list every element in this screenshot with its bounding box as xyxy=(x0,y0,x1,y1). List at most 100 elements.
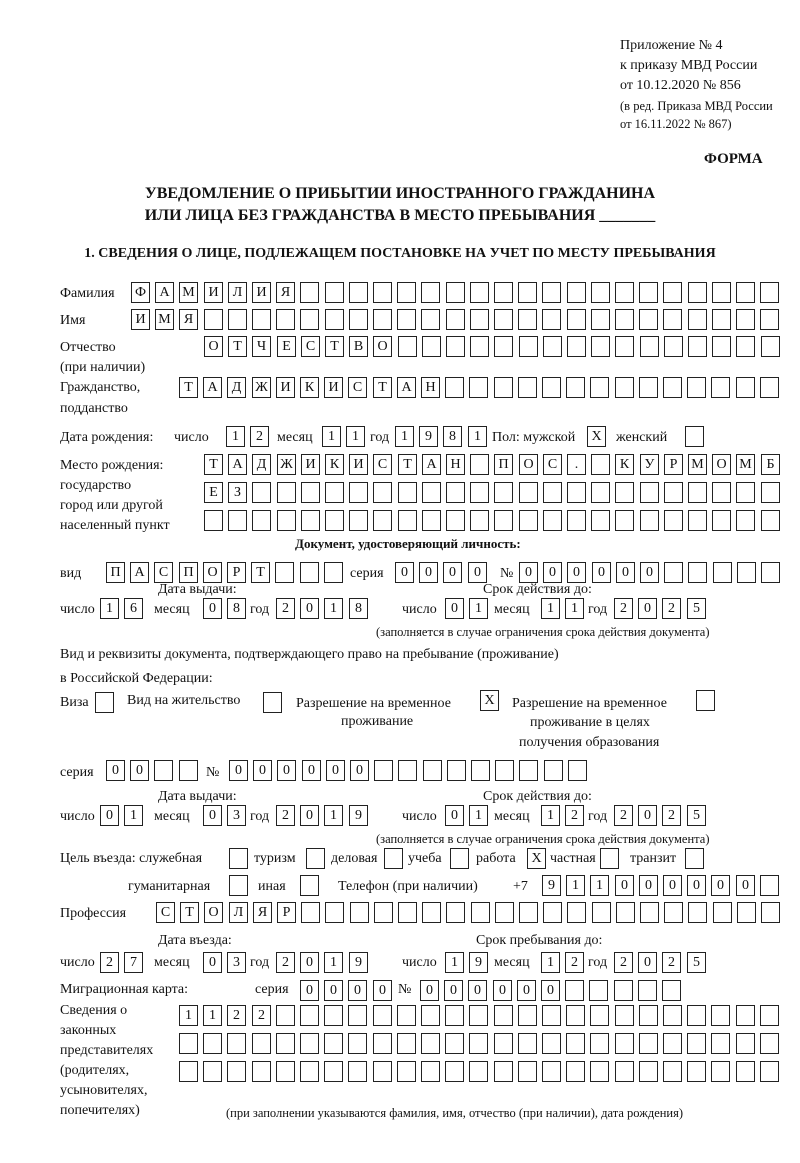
char-box[interactable] xyxy=(663,1061,682,1082)
char-box[interactable] xyxy=(663,377,682,398)
char-box[interactable] xyxy=(616,902,635,923)
char-box[interactable] xyxy=(615,377,634,398)
char-box[interactable]: 0 xyxy=(638,598,657,619)
char-box[interactable] xyxy=(591,454,610,475)
char-box[interactable]: 0 xyxy=(541,980,560,1001)
char-box[interactable]: 9 xyxy=(349,952,368,973)
char-box[interactable] xyxy=(228,510,247,531)
char-box[interactable] xyxy=(445,1033,464,1054)
char-box[interactable]: А xyxy=(228,454,247,475)
char-box[interactable] xyxy=(421,1005,440,1026)
char-box[interactable] xyxy=(736,377,755,398)
char-box[interactable]: 2 xyxy=(227,1005,246,1026)
char-box[interactable]: О xyxy=(519,454,538,475)
char-box[interactable] xyxy=(252,482,271,503)
char-box[interactable] xyxy=(373,510,392,531)
char-box[interactable]: А xyxy=(130,562,149,583)
char-box[interactable] xyxy=(663,1005,682,1026)
char-box[interactable] xyxy=(664,336,683,357)
char-box[interactable] xyxy=(423,760,442,781)
char-box[interactable] xyxy=(687,377,706,398)
char-box[interactable] xyxy=(760,1033,779,1054)
char-box[interactable]: И xyxy=(252,282,271,303)
char-box[interactable] xyxy=(640,902,659,923)
char-box[interactable] xyxy=(736,336,755,357)
char-box[interactable]: 0 xyxy=(638,952,657,973)
char-box[interactable] xyxy=(687,1061,706,1082)
char-box[interactable]: 2 xyxy=(565,952,584,973)
char-box[interactable] xyxy=(324,1033,343,1054)
char-box[interactable]: М xyxy=(155,309,174,330)
char-box[interactable] xyxy=(760,1005,779,1026)
char-box[interactable]: С xyxy=(543,454,562,475)
char-box[interactable] xyxy=(713,562,732,583)
char-box[interactable] xyxy=(374,760,393,781)
char-box[interactable] xyxy=(542,377,561,398)
char-box[interactable] xyxy=(566,1061,585,1082)
char-box[interactable] xyxy=(204,510,223,531)
char-box[interactable]: 0 xyxy=(445,805,464,826)
char-box[interactable]: 0 xyxy=(326,760,345,781)
char-box[interactable] xyxy=(688,482,707,503)
char-box[interactable] xyxy=(422,336,441,357)
char-box[interactable] xyxy=(711,1061,730,1082)
char-box[interactable]: 2 xyxy=(100,952,119,973)
char-box[interactable] xyxy=(543,482,562,503)
char-box[interactable] xyxy=(397,282,416,303)
checkbox[interactable] xyxy=(263,692,282,713)
char-box[interactable]: 1 xyxy=(565,598,584,619)
char-box[interactable] xyxy=(398,902,417,923)
char-box[interactable] xyxy=(565,980,584,1001)
char-box[interactable] xyxy=(761,510,780,531)
char-box[interactable] xyxy=(398,336,417,357)
char-box[interactable]: Д xyxy=(227,377,246,398)
char-box[interactable] xyxy=(761,562,780,583)
char-box[interactable]: С xyxy=(156,902,175,923)
char-box[interactable] xyxy=(446,510,465,531)
char-box[interactable]: 0 xyxy=(517,980,536,1001)
char-box[interactable]: У xyxy=(640,454,659,475)
char-box[interactable] xyxy=(567,510,586,531)
char-box[interactable] xyxy=(469,377,488,398)
char-box[interactable] xyxy=(203,1033,222,1054)
char-box[interactable]: 2 xyxy=(614,952,633,973)
char-box[interactable] xyxy=(350,902,369,923)
char-box[interactable]: 0 xyxy=(519,562,538,583)
char-box[interactable]: 1 xyxy=(179,1005,198,1026)
char-box[interactable] xyxy=(494,510,513,531)
char-box[interactable]: 0 xyxy=(443,562,462,583)
char-box[interactable]: 0 xyxy=(253,760,272,781)
char-box[interactable] xyxy=(542,282,561,303)
char-box[interactable] xyxy=(518,282,537,303)
char-box[interactable] xyxy=(568,760,587,781)
char-box[interactable] xyxy=(276,1061,295,1082)
char-box[interactable] xyxy=(276,1005,295,1026)
char-box[interactable]: Ч xyxy=(252,336,271,357)
char-box[interactable] xyxy=(398,482,417,503)
char-box[interactable]: 0 xyxy=(640,562,659,583)
char-box[interactable] xyxy=(712,309,731,330)
char-box[interactable] xyxy=(566,377,585,398)
char-box[interactable] xyxy=(639,309,658,330)
char-box[interactable] xyxy=(567,309,586,330)
char-box[interactable] xyxy=(154,760,173,781)
char-box[interactable]: . xyxy=(567,454,586,475)
char-box[interactable] xyxy=(711,1033,730,1054)
char-box[interactable] xyxy=(276,309,295,330)
char-box[interactable] xyxy=(470,282,489,303)
char-box[interactable]: Ж xyxy=(252,377,271,398)
char-box[interactable] xyxy=(469,1033,488,1054)
char-box[interactable] xyxy=(445,377,464,398)
char-box[interactable] xyxy=(760,1061,779,1082)
char-box[interactable]: 0 xyxy=(444,980,463,1001)
char-box[interactable] xyxy=(760,377,779,398)
char-box[interactable] xyxy=(397,309,416,330)
char-box[interactable] xyxy=(179,760,198,781)
char-box[interactable] xyxy=(252,1061,271,1082)
char-box[interactable] xyxy=(519,482,538,503)
char-box[interactable] xyxy=(761,336,780,357)
char-box[interactable]: 0 xyxy=(203,805,222,826)
char-box[interactable]: 0 xyxy=(736,875,755,896)
char-box[interactable] xyxy=(639,282,658,303)
char-box[interactable]: 0 xyxy=(687,875,706,896)
